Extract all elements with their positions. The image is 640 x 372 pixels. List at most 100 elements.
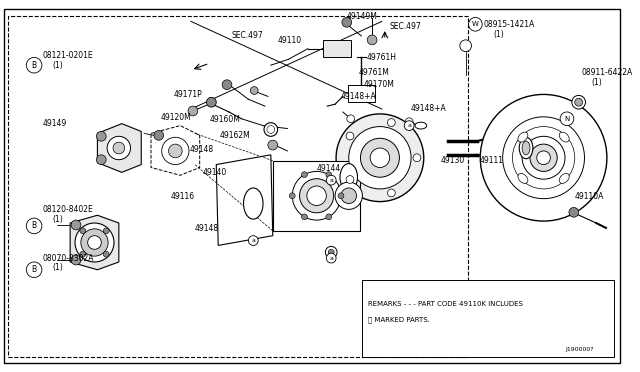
Polygon shape xyxy=(70,215,119,270)
Circle shape xyxy=(405,118,413,126)
Ellipse shape xyxy=(518,173,528,183)
Circle shape xyxy=(480,94,607,221)
Bar xyxy=(362,279,614,357)
Circle shape xyxy=(248,236,258,246)
Circle shape xyxy=(569,208,579,217)
Circle shape xyxy=(326,253,336,263)
Ellipse shape xyxy=(559,132,569,142)
Text: 49148: 49148 xyxy=(195,224,219,233)
Circle shape xyxy=(513,126,575,189)
Circle shape xyxy=(341,188,356,203)
Text: 49149M: 49149M xyxy=(347,12,378,21)
Circle shape xyxy=(387,189,396,197)
Circle shape xyxy=(103,228,109,234)
Bar xyxy=(8,16,468,357)
Ellipse shape xyxy=(264,123,278,136)
Circle shape xyxy=(26,57,42,73)
Circle shape xyxy=(75,223,114,262)
Bar xyxy=(348,85,375,102)
Circle shape xyxy=(71,255,81,265)
Text: B: B xyxy=(31,61,36,70)
Circle shape xyxy=(97,131,106,141)
Text: 08070-8302A: 08070-8302A xyxy=(43,254,94,263)
Circle shape xyxy=(207,97,216,107)
Circle shape xyxy=(404,121,414,131)
Text: 49140: 49140 xyxy=(203,168,227,177)
Text: 08121-0201E: 08121-0201E xyxy=(43,51,93,60)
Ellipse shape xyxy=(559,173,569,183)
Circle shape xyxy=(325,246,337,258)
Text: 49130: 49130 xyxy=(440,156,465,165)
Circle shape xyxy=(222,80,232,90)
Text: SEC.497: SEC.497 xyxy=(390,22,421,31)
Ellipse shape xyxy=(244,188,263,219)
Ellipse shape xyxy=(292,171,341,220)
Circle shape xyxy=(162,137,189,164)
Text: 49120M: 49120M xyxy=(161,113,191,122)
Text: 49144: 49144 xyxy=(317,164,341,173)
Ellipse shape xyxy=(340,164,358,191)
Circle shape xyxy=(326,175,336,185)
Bar xyxy=(323,40,351,57)
Circle shape xyxy=(537,151,550,164)
Polygon shape xyxy=(97,124,141,172)
Polygon shape xyxy=(216,155,273,246)
Circle shape xyxy=(413,154,421,162)
Text: 49162M: 49162M xyxy=(219,131,250,140)
Circle shape xyxy=(168,144,182,158)
Text: 49148: 49148 xyxy=(190,145,214,154)
Text: B: B xyxy=(31,265,36,274)
Bar xyxy=(273,161,360,231)
Circle shape xyxy=(530,144,557,171)
Circle shape xyxy=(71,220,81,230)
Circle shape xyxy=(80,228,86,234)
Circle shape xyxy=(575,98,582,106)
Circle shape xyxy=(103,251,109,257)
Circle shape xyxy=(268,140,278,150)
Circle shape xyxy=(289,193,295,199)
Circle shape xyxy=(346,132,354,140)
Circle shape xyxy=(328,249,334,255)
Circle shape xyxy=(301,214,307,220)
Circle shape xyxy=(349,126,411,189)
Circle shape xyxy=(335,182,362,209)
Text: 49761M: 49761M xyxy=(358,68,389,77)
Circle shape xyxy=(107,136,131,160)
Text: 08120-8402E: 08120-8402E xyxy=(43,205,93,214)
Circle shape xyxy=(502,117,584,199)
Circle shape xyxy=(347,115,355,123)
Text: 49170M: 49170M xyxy=(364,80,394,89)
Circle shape xyxy=(80,251,86,257)
Text: 49148+A: 49148+A xyxy=(341,92,377,101)
Circle shape xyxy=(250,87,258,94)
Ellipse shape xyxy=(267,126,275,134)
Text: ⓐ MARKED PARTS.: ⓐ MARKED PARTS. xyxy=(368,317,430,323)
Circle shape xyxy=(81,229,108,256)
Text: 08915-1421A: 08915-1421A xyxy=(483,20,534,29)
Circle shape xyxy=(188,106,198,116)
Text: N: N xyxy=(564,116,570,122)
Text: W: W xyxy=(472,21,479,27)
Text: SEC.497: SEC.497 xyxy=(232,32,264,41)
Text: (1): (1) xyxy=(52,263,63,272)
Text: REMARKS - - - PART CODE 49110K INCLUDES: REMARKS - - - PART CODE 49110K INCLUDES xyxy=(368,301,523,307)
Text: 49149: 49149 xyxy=(43,119,67,128)
Circle shape xyxy=(301,172,307,177)
Circle shape xyxy=(326,214,332,220)
Ellipse shape xyxy=(519,137,533,159)
Ellipse shape xyxy=(307,186,326,205)
Ellipse shape xyxy=(415,122,427,129)
Text: 49110A: 49110A xyxy=(575,192,604,201)
Circle shape xyxy=(346,176,354,183)
Circle shape xyxy=(367,35,377,45)
Text: (1): (1) xyxy=(493,29,504,39)
Text: 49171P: 49171P xyxy=(173,90,202,99)
Circle shape xyxy=(113,142,125,154)
Circle shape xyxy=(387,119,396,126)
Text: 49160M: 49160M xyxy=(209,115,240,124)
Circle shape xyxy=(154,131,164,140)
Text: B: B xyxy=(31,221,36,230)
Ellipse shape xyxy=(300,179,333,213)
Text: 49110: 49110 xyxy=(278,36,301,45)
Circle shape xyxy=(370,148,390,167)
